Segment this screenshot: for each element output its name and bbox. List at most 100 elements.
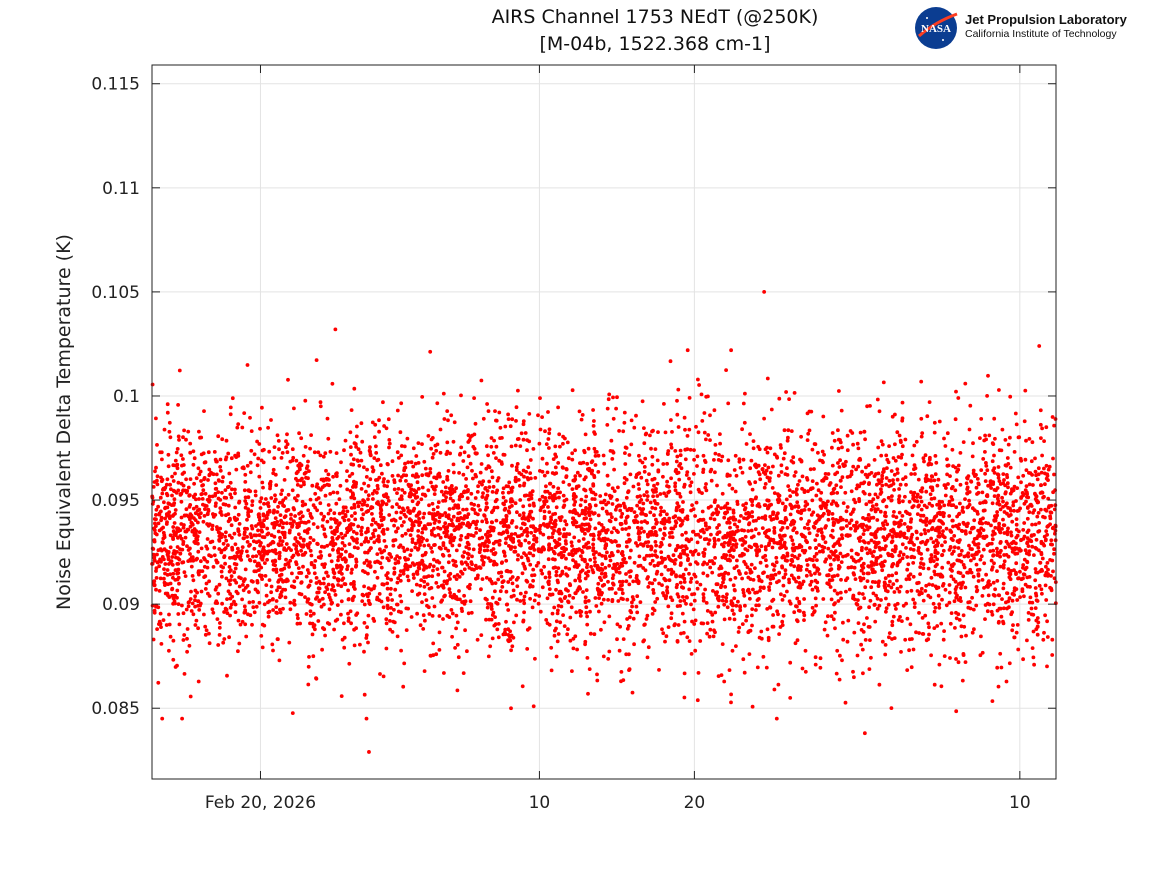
data-point xyxy=(765,450,770,455)
data-point xyxy=(538,530,543,535)
data-point xyxy=(584,605,589,610)
data-point xyxy=(351,529,356,534)
data-point xyxy=(976,545,981,550)
data-point xyxy=(655,494,660,498)
data-point xyxy=(356,524,361,529)
data-point xyxy=(162,500,166,505)
data-point xyxy=(775,516,779,521)
data-point xyxy=(166,557,171,562)
data-point xyxy=(863,638,868,642)
data-point xyxy=(607,392,612,397)
data-point xyxy=(874,593,878,598)
data-point xyxy=(514,613,519,618)
data-point xyxy=(739,514,743,518)
data-point xyxy=(485,402,489,406)
data-point xyxy=(616,485,620,490)
data-point xyxy=(414,582,419,587)
data-point xyxy=(400,506,405,511)
data-point xyxy=(375,483,380,488)
data-point xyxy=(290,447,295,452)
data-point xyxy=(974,585,979,589)
data-point xyxy=(209,470,213,475)
data-point xyxy=(797,553,802,558)
data-point xyxy=(704,601,709,605)
data-point xyxy=(422,511,427,516)
data-point xyxy=(284,542,289,546)
data-point xyxy=(831,552,835,557)
data-point xyxy=(171,575,175,580)
data-point xyxy=(586,510,591,515)
data-point xyxy=(442,530,447,535)
data-point xyxy=(796,482,800,487)
data-point xyxy=(799,564,803,569)
data-point xyxy=(571,494,576,498)
data-point xyxy=(534,539,539,544)
data-point xyxy=(485,605,490,610)
data-point xyxy=(992,593,997,598)
data-point xyxy=(473,421,478,426)
data-point xyxy=(655,520,659,525)
data-point xyxy=(493,589,497,594)
data-point xyxy=(182,570,187,575)
data-point xyxy=(469,610,474,615)
data-point xyxy=(629,442,634,447)
data-point xyxy=(442,671,446,675)
data-point xyxy=(961,440,966,444)
data-point xyxy=(500,585,505,589)
data-point xyxy=(983,617,987,621)
data-point xyxy=(154,587,158,592)
data-point xyxy=(467,546,471,551)
data-point xyxy=(780,619,785,624)
data-point xyxy=(452,470,456,475)
data-point xyxy=(670,430,674,434)
data-point xyxy=(581,590,585,594)
data-point xyxy=(606,657,611,661)
data-point xyxy=(252,559,257,564)
data-point xyxy=(598,494,603,498)
data-point xyxy=(963,660,968,664)
data-point xyxy=(1029,459,1034,464)
data-point xyxy=(941,511,945,515)
data-point xyxy=(861,532,866,536)
data-point xyxy=(1001,563,1006,567)
data-point xyxy=(978,501,982,505)
data-point xyxy=(200,492,205,496)
data-point xyxy=(286,492,291,497)
data-point xyxy=(277,447,281,452)
data-point xyxy=(372,435,377,439)
data-point xyxy=(217,538,222,542)
data-point xyxy=(386,479,390,484)
data-point xyxy=(352,441,357,445)
data-point xyxy=(423,526,428,531)
data-point xyxy=(874,502,879,507)
data-point xyxy=(679,466,684,471)
data-point xyxy=(688,580,693,584)
data-point xyxy=(385,527,390,531)
data-point xyxy=(895,430,900,435)
data-point xyxy=(353,511,357,516)
data-point xyxy=(856,621,861,625)
data-point xyxy=(957,522,962,527)
data-point xyxy=(171,535,175,540)
data-point xyxy=(295,613,300,617)
data-point xyxy=(864,546,869,551)
data-point xyxy=(557,537,562,542)
data-point xyxy=(920,486,925,490)
data-point xyxy=(1012,568,1016,572)
data-point xyxy=(382,424,386,428)
data-point xyxy=(536,413,540,418)
data-point xyxy=(845,448,850,453)
data-point xyxy=(410,499,415,504)
data-point xyxy=(497,410,502,415)
data-point xyxy=(927,582,931,587)
data-point xyxy=(520,516,525,521)
data-point xyxy=(839,485,843,489)
data-point xyxy=(536,561,541,565)
data-point xyxy=(301,564,305,569)
data-point xyxy=(450,487,455,492)
data-point xyxy=(496,577,501,582)
data-point xyxy=(678,604,682,608)
data-point xyxy=(630,690,635,695)
data-point xyxy=(173,508,178,512)
data-point xyxy=(1020,589,1025,594)
